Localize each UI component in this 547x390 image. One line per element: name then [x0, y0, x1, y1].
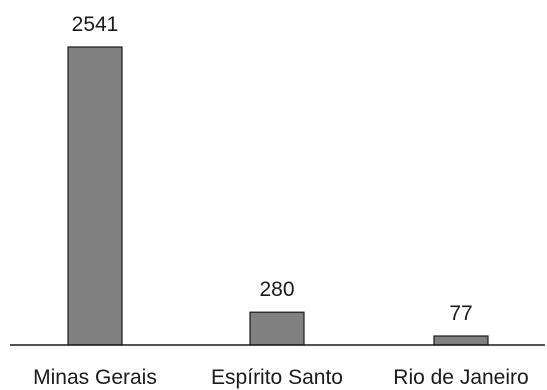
x-tick-labels-group: Minas Gerais Espírito Santo Rio de Janeiro: [33, 366, 529, 389]
bar-rio-de-janeiro: [433, 335, 489, 346]
bars-group: [67, 46, 489, 346]
bar-espirito-santo: [249, 311, 305, 346]
x-tick-label-rio-de-janeiro: Rio de Janeiro: [393, 366, 528, 389]
x-tick-label-espirito-santo: Espírito Santo: [211, 366, 343, 389]
value-labels-group: 2541 280 77: [72, 13, 473, 325]
bar-minas-gerais: [67, 46, 123, 346]
data-label-espirito-santo: 280: [259, 278, 294, 301]
data-label-rio-de-janeiro: 77: [449, 302, 472, 325]
x-tick-label-minas-gerais: Minas Gerais: [33, 366, 157, 389]
data-label-minas-gerais: 2541: [72, 13, 119, 36]
